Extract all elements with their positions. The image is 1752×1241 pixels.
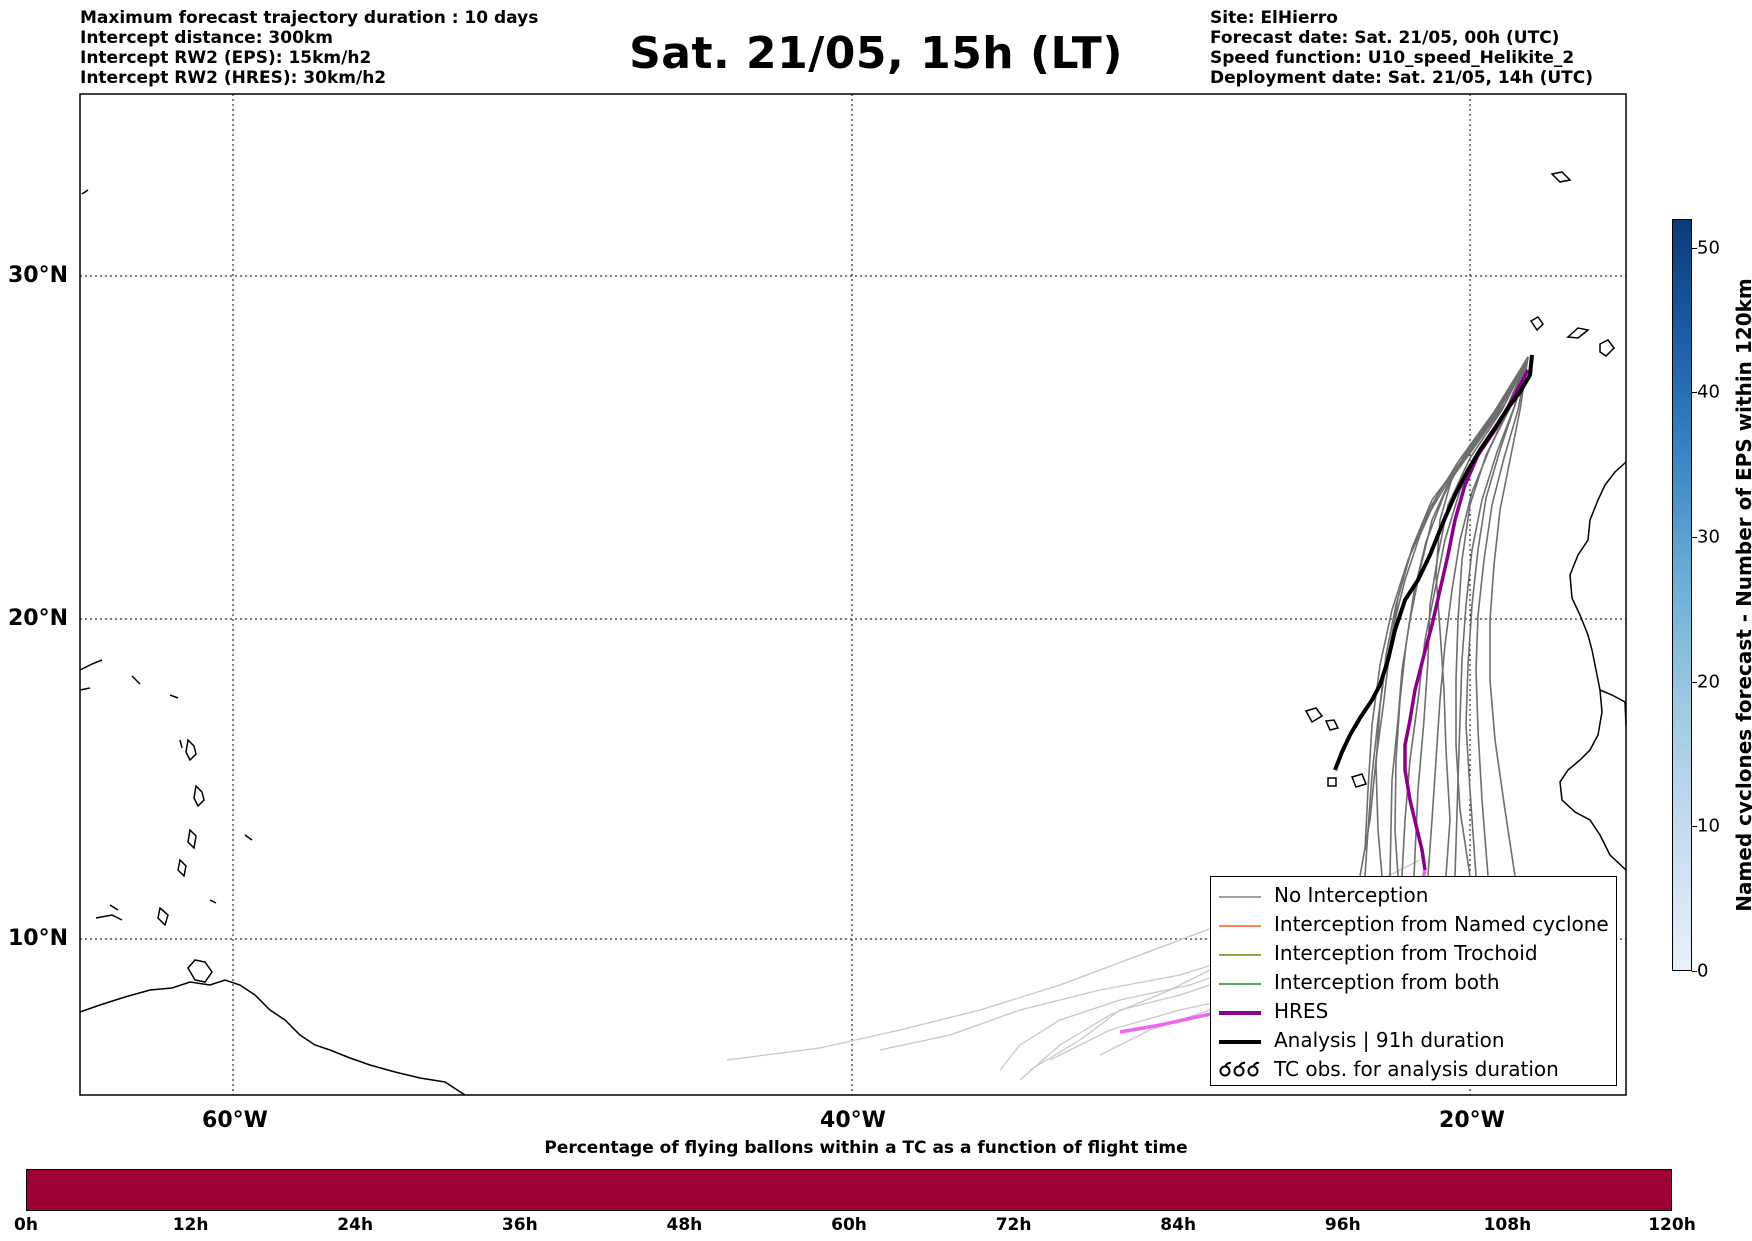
header-left-line-2: Intercept distance: 300km <box>80 28 333 48</box>
eps-traj-9 <box>1413 356 1529 877</box>
eps-traj-10 <box>1489 356 1529 877</box>
flight-time-tick-12h: 12h <box>172 1215 209 1235</box>
colorbar-tick-0: 0 <box>1697 960 1709 982</box>
colorbar-tickmark-20 <box>1692 682 1697 683</box>
page-title: Sat. 21/05, 15h (LT) <box>629 28 1123 79</box>
flight-time-bar-title: Percentage of flying ballons within a TC… <box>544 1138 1188 1158</box>
colorbar-label: Named cyclones forecast - Number of EPS … <box>1732 278 1752 912</box>
coast-trinidad <box>187 959 213 983</box>
tc-symbol-icon <box>1219 1061 1260 1077</box>
legend-label-named-cyclone: Interception from Named cyclone <box>1274 912 1609 936</box>
flight-time-bar <box>26 1169 1672 1211</box>
header-right-line-2: Forecast date: Sat. 21/05, 00h (UTC) <box>1210 28 1560 48</box>
coast-cape-verde-4 <box>1327 777 1337 787</box>
header-right: Site: ElHierro Forecast date: Sat. 21/05… <box>1210 8 1593 88</box>
coastlines <box>79 171 1627 1096</box>
legend-row-both: Interception from both <box>1211 969 1616 998</box>
colorbar-tick-40: 40 <box>1697 381 1720 403</box>
coast-canaries-3 <box>1599 339 1615 357</box>
flight-time-tick-120h: 120h <box>1648 1215 1696 1235</box>
analysis-trajectory <box>1333 354 1534 771</box>
flight-time-tick-84h: 84h <box>1160 1215 1197 1235</box>
header-left-line-1: Maximum forecast trajectory duration : 1… <box>80 8 539 28</box>
flight-time-tick-72h: 72h <box>995 1215 1032 1235</box>
legend-row-trochoid: Interception from Trochoid <box>1211 940 1616 969</box>
hres-trajectory <box>1403 369 1530 871</box>
coast-lesser-antilles <box>177 738 205 878</box>
header-right-line-4: Deployment date: Sat. 21/05, 14h (UTC) <box>1210 68 1594 88</box>
legend-label-hres: HRES <box>1274 999 1329 1023</box>
coast-cape-verde-3 <box>1350 773 1368 788</box>
map-frame <box>79 93 1627 1096</box>
colorbar-tick-30: 30 <box>1697 526 1720 548</box>
lon-label-40w: 40°W <box>820 1108 886 1133</box>
colorbar-tickmark-50 <box>1692 248 1697 249</box>
lon-label-60w: 60°W <box>202 1108 268 1133</box>
flight-time-tick-0h: 0h <box>14 1215 38 1235</box>
colorbar-tickmark-0 <box>1692 971 1697 972</box>
lon-label-20w: 20°W <box>1439 1108 1505 1133</box>
coast-bahamas <box>81 189 89 195</box>
gridlines <box>80 94 1626 1095</box>
coast-cape-verde-1 <box>1304 707 1324 724</box>
legend-line-both <box>1219 983 1261 985</box>
coast-canaries-2 <box>1566 327 1590 339</box>
eps-traj-12 <box>1394 356 1529 877</box>
flight-time-tick-24h: 24h <box>337 1215 374 1235</box>
legend: No Interception Interception from Named … <box>1210 876 1617 1086</box>
legend-line-named-cyclone <box>1219 925 1261 927</box>
flight-time-tick-36h: 36h <box>501 1215 538 1235</box>
colorbar-tick-10: 10 <box>1697 815 1720 837</box>
flight-time-tick-108h: 108h <box>1483 1215 1532 1235</box>
legend-label-analysis: Analysis | 91h duration <box>1274 1028 1505 1052</box>
coast-south-america <box>79 979 466 1096</box>
legend-label-tc-obs: TC obs. for analysis duration <box>1274 1057 1559 1081</box>
header-right-line-1: Site: ElHierro <box>1210 8 1338 28</box>
eps-traj-6 <box>1475 356 1529 877</box>
legend-line-analysis <box>1219 1040 1261 1044</box>
legend-row-no-interception: No Interception <box>1211 882 1616 911</box>
colorbar-tickmark-30 <box>1692 537 1697 538</box>
legend-row-hres: HRES <box>1211 998 1616 1027</box>
header-left: Maximum forecast trajectory duration : 1… <box>80 8 538 88</box>
eps-traj-8 <box>1364 356 1529 851</box>
coast-canaries-1 <box>1529 316 1544 332</box>
coast-small-antilles-2 <box>95 904 169 927</box>
header-right-line-3: Speed function: U10_speed_Helikite_2 <box>1210 48 1575 68</box>
legend-label-trochoid: Interception from Trochoid <box>1274 941 1538 965</box>
flight-time-tick-48h: 48h <box>666 1215 703 1235</box>
legend-row-named-cyclone: Interception from Named cyclone <box>1211 911 1616 940</box>
legend-line-no-interception <box>1219 896 1261 898</box>
legend-line-trochoid <box>1219 954 1261 956</box>
header-left-line-3: Intercept RW2 (EPS): 15km/h2 <box>80 48 372 68</box>
flight-time-tick-60h: 60h <box>831 1215 867 1235</box>
flight-time-tick-96h: 96h <box>1324 1215 1361 1235</box>
legend-line-hres <box>1219 1011 1261 1015</box>
eps-traj-11 <box>1435 356 1529 877</box>
legend-row-analysis: Analysis | 91h duration <box>1211 1027 1616 1056</box>
coast-africa <box>1559 461 1627 871</box>
coast-west-africa-bulge <box>1599 689 1627 726</box>
eps-traj-15 <box>1465 356 1529 877</box>
colorbar-tickmark-10 <box>1692 826 1697 827</box>
eps-traj-13 <box>1455 356 1529 877</box>
colorbar-tickmark-40 <box>1692 392 1697 393</box>
colorbar <box>1672 219 1692 971</box>
legend-label-both: Interception from both <box>1274 970 1500 994</box>
eps-traj-5 <box>1454 356 1529 877</box>
coast-islets <box>79 659 253 904</box>
lat-label-30n: 30°N <box>8 263 69 288</box>
eps-trajectories <box>1359 356 1529 877</box>
legend-row-tc-obs: TC obs. for analysis duration <box>1211 1056 1616 1085</box>
colorbar-tick-20: 20 <box>1697 671 1720 693</box>
lat-label-20n: 20°N <box>8 606 69 631</box>
coast-madeira <box>1550 171 1572 183</box>
lat-label-10n: 10°N <box>8 926 69 951</box>
colorbar-tick-50: 50 <box>1697 237 1720 259</box>
coast-cape-verde-2 <box>1324 719 1340 731</box>
legend-label-no-interception: No Interception <box>1274 883 1429 907</box>
header-left-line-4: Intercept RW2 (HRES): 30km/h2 <box>80 68 387 88</box>
eps-traj-14 <box>1375 356 1529 877</box>
